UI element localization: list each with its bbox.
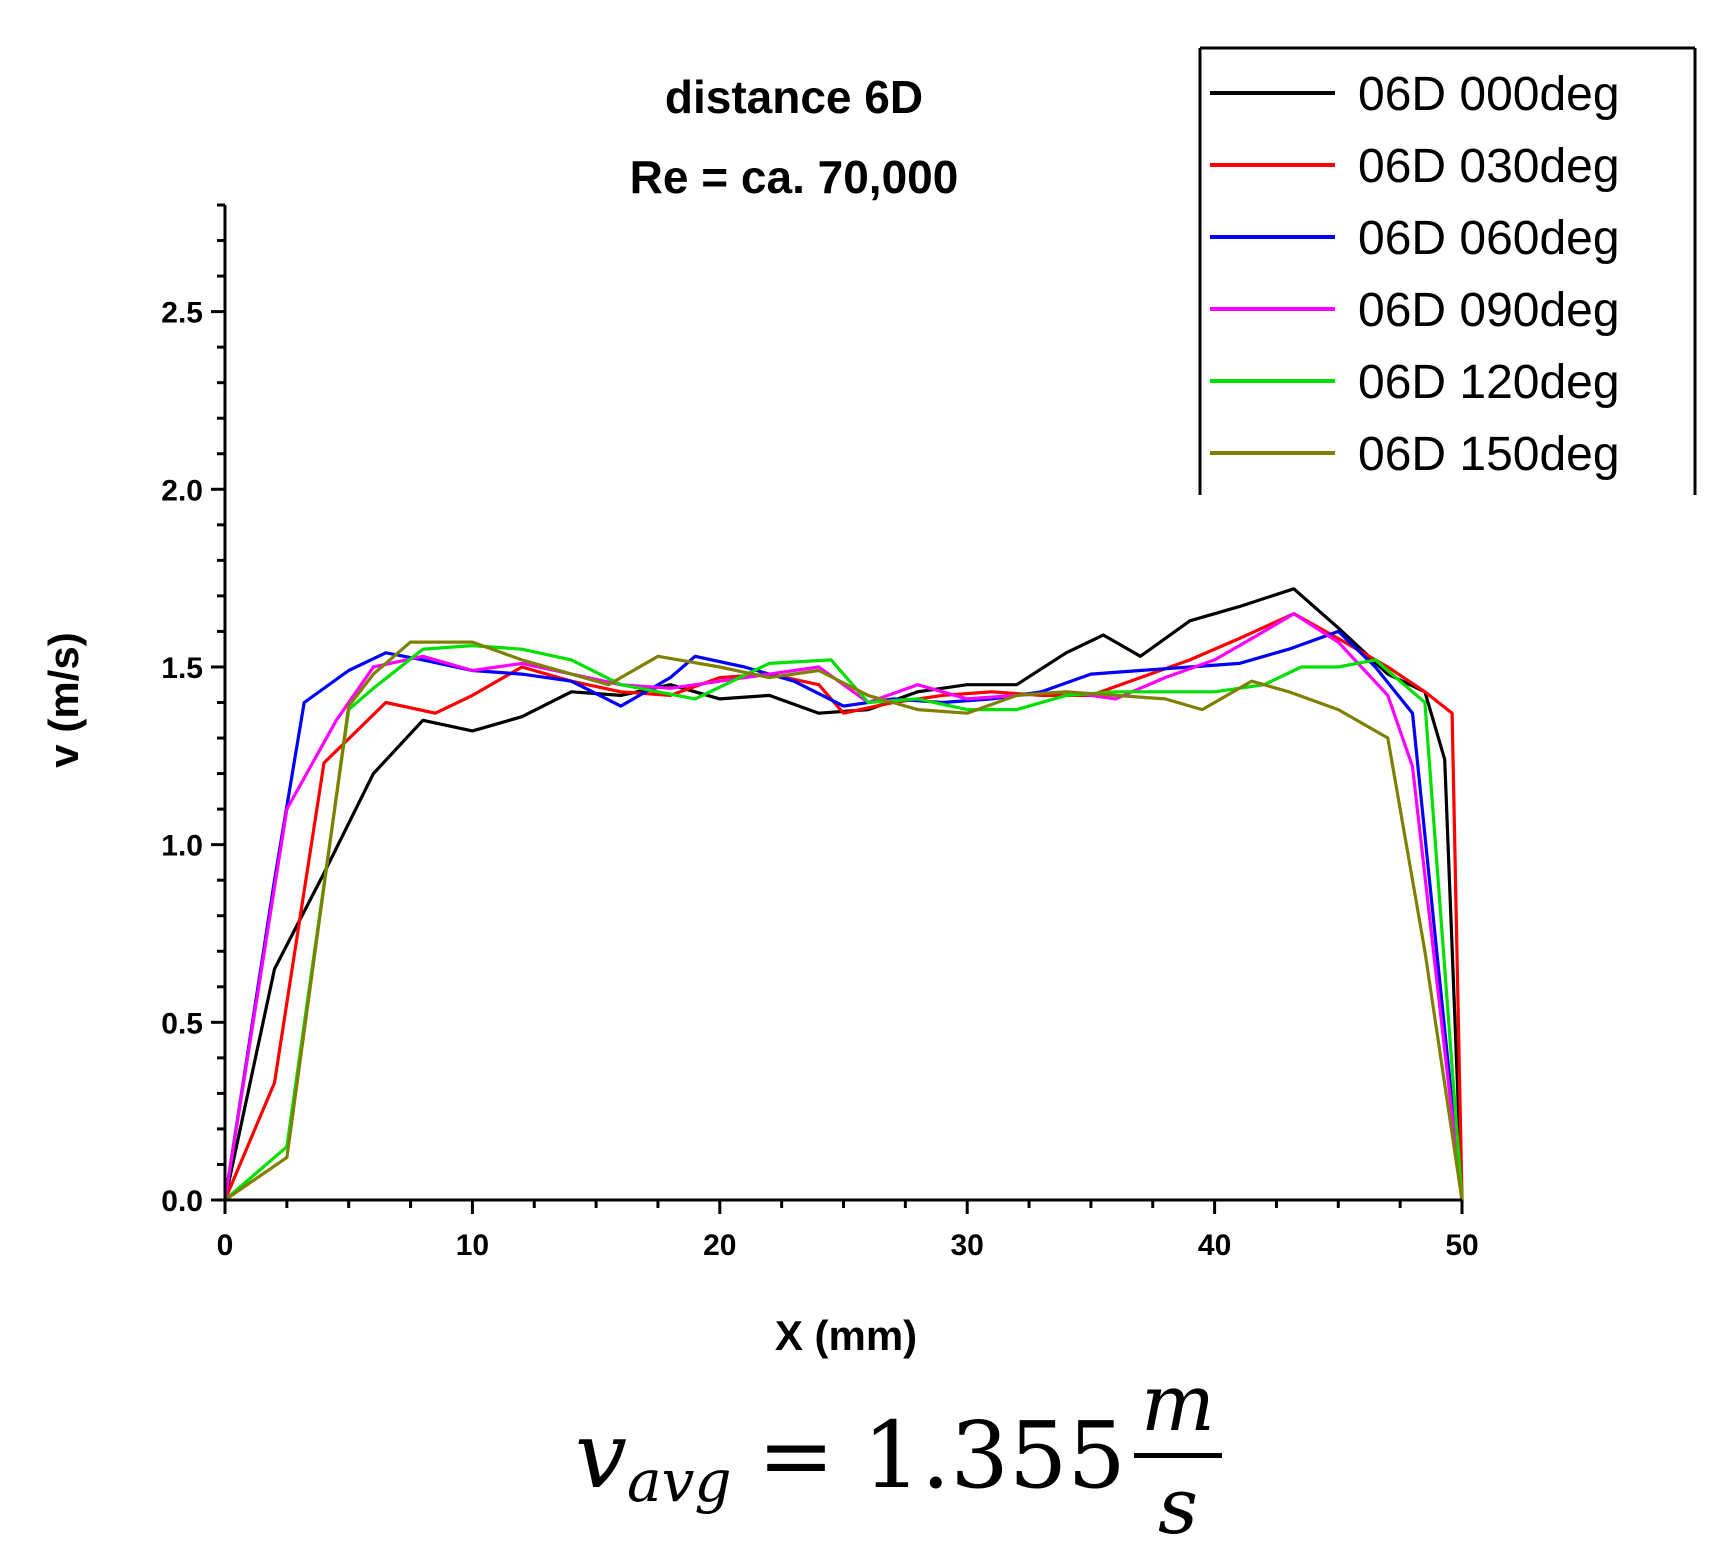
y-tick-label: 1.0 <box>161 830 203 863</box>
plot-area <box>223 587 1464 1202</box>
series-line-2 <box>223 629 1464 1201</box>
legend-label-1: 06D 030deg <box>1358 140 1620 193</box>
formula-subscript: avg <box>626 1447 732 1515</box>
series-line-3 <box>223 612 1464 1201</box>
formula-value: 1.355 <box>862 1401 1126 1509</box>
formula-unit-fraction: m s <box>1133 1358 1222 1552</box>
y-tick-label: 1.5 <box>161 652 203 685</box>
average-velocity-formula: v avg = 1.355 m s <box>575 1358 1222 1552</box>
legend-label-2: 06D 060deg <box>1358 212 1620 265</box>
legend-label-5: 06D 150deg <box>1358 428 1620 481</box>
series-line-1 <box>223 612 1464 1201</box>
axes: 0 10 20 30 40 50 0.0 0.5 1.0 1.5 2.0 2.5 <box>161 203 1479 1262</box>
y-tick-label: 2.0 <box>161 474 203 507</box>
formula-equals: = <box>757 1401 835 1509</box>
y-tick-label: 0.5 <box>161 1007 203 1040</box>
velocity-profile-chart: distance 6D Re = ca. 70,000 0 10 20 30 40 500… <box>40 46 1697 1359</box>
chart-title-line-2: Re = ca. 70,000 <box>630 151 959 203</box>
x-axis-label: X (mm) <box>775 1312 917 1359</box>
x-tick-label: 50 <box>1445 1229 1478 1262</box>
x-tick-label: 30 <box>951 1229 984 1262</box>
x-tick-label: 0 <box>217 1229 234 1262</box>
legend-label-4: 06D 120deg <box>1358 356 1620 409</box>
series-line-5 <box>224 640 1464 1202</box>
chart-title-line-1: distance 6D <box>665 71 923 123</box>
x-tick-label: 10 <box>456 1229 489 1262</box>
x-tick-label: 20 <box>703 1229 736 1262</box>
formula-fraction-bar <box>1133 1452 1222 1458</box>
y-axis-label: v (m/s) <box>40 632 87 767</box>
legend: 06D 000deg 06D 030deg 06D 060deg 06D 090deg… <box>1198 46 1697 495</box>
y-tick-label: 0.0 <box>161 1185 203 1218</box>
formula-unit-numerator: m <box>1140 1358 1215 1449</box>
y-tick-label: 2.5 <box>161 297 203 330</box>
x-tick-label: 40 <box>1198 1229 1231 1262</box>
legend-label-3: 06D 090deg <box>1358 284 1620 337</box>
formula-variable: v <box>575 1401 627 1509</box>
legend-label-0: 06D 000deg <box>1358 68 1620 121</box>
formula-unit-denominator: s <box>1157 1461 1198 1552</box>
series-line-4 <box>223 643 1464 1202</box>
